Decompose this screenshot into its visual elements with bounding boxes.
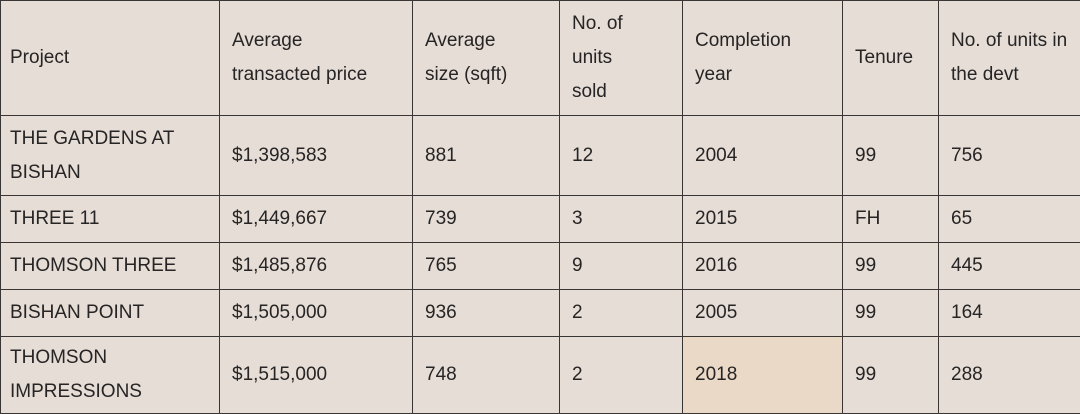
cell-size: 936 bbox=[413, 290, 560, 337]
cell-project: BISHAN POINT bbox=[1, 290, 220, 337]
cell-units-in-devt: 288 bbox=[939, 337, 1080, 414]
cell-completion-year: 2004 bbox=[683, 116, 843, 196]
cell-units-sold: 12 bbox=[560, 116, 683, 196]
cell-size: 739 bbox=[413, 196, 560, 243]
cell-completion-year: 2005 bbox=[683, 290, 843, 337]
cell-completion-year: 2018 bbox=[683, 337, 843, 414]
table-row: THREE 11 $1,449,667 739 3 2015 FH 65 bbox=[1, 196, 1080, 243]
cell-project: THREE 11 bbox=[1, 196, 220, 243]
cell-units-sold: 3 bbox=[560, 196, 683, 243]
table-row: THOMSON THREE $1,485,876 765 9 2016 99 4… bbox=[1, 243, 1080, 290]
cell-price: $1,449,667 bbox=[220, 196, 413, 243]
cell-units-in-devt: 164 bbox=[939, 290, 1080, 337]
cell-price: $1,398,583 bbox=[220, 116, 413, 196]
cell-units-sold: 9 bbox=[560, 243, 683, 290]
table-row: BISHAN POINT $1,505,000 936 2 2005 99 16… bbox=[1, 290, 1080, 337]
header-units-sold: No. of units sold bbox=[560, 1, 683, 116]
cell-units-in-devt: 445 bbox=[939, 243, 1080, 290]
header-average-size: Average size (sqft) bbox=[413, 1, 560, 116]
cell-completion-year: 2015 bbox=[683, 196, 843, 243]
header-completion-year: Completion year bbox=[683, 1, 843, 116]
cell-size: 765 bbox=[413, 243, 560, 290]
cell-units-sold: 2 bbox=[560, 337, 683, 414]
cell-tenure: 99 bbox=[843, 337, 939, 414]
cell-completion-year: 2016 bbox=[683, 243, 843, 290]
table-row: THE GARDENS AT BISHAN $1,398,583 881 12 … bbox=[1, 116, 1080, 196]
cell-units-in-devt: 756 bbox=[939, 116, 1080, 196]
cell-price: $1,505,000 bbox=[220, 290, 413, 337]
cell-project: THOMSON THREE bbox=[1, 243, 220, 290]
cell-units-in-devt: 65 bbox=[939, 196, 1080, 243]
cell-tenure: 99 bbox=[843, 243, 939, 290]
cell-price: $1,515,000 bbox=[220, 337, 413, 414]
cell-size: 748 bbox=[413, 337, 560, 414]
header-project: Project bbox=[1, 1, 220, 116]
cell-tenure: FH bbox=[843, 196, 939, 243]
header-row: Project Average transacted price Average… bbox=[1, 1, 1080, 116]
cell-size: 881 bbox=[413, 116, 560, 196]
header-average-price: Average transacted price bbox=[220, 1, 413, 116]
cell-tenure: 99 bbox=[843, 290, 939, 337]
cell-project: THE GARDENS AT BISHAN bbox=[1, 116, 220, 196]
cell-units-sold: 2 bbox=[560, 290, 683, 337]
table-row: THOMSON IMPRESSIONS $1,515,000 748 2 201… bbox=[1, 337, 1080, 414]
cell-price: $1,485,876 bbox=[220, 243, 413, 290]
header-tenure: Tenure bbox=[843, 1, 939, 116]
header-units-in-devt: No. of units in the devt bbox=[939, 1, 1080, 116]
cell-project: THOMSON IMPRESSIONS bbox=[1, 337, 220, 414]
cell-tenure: 99 bbox=[843, 116, 939, 196]
